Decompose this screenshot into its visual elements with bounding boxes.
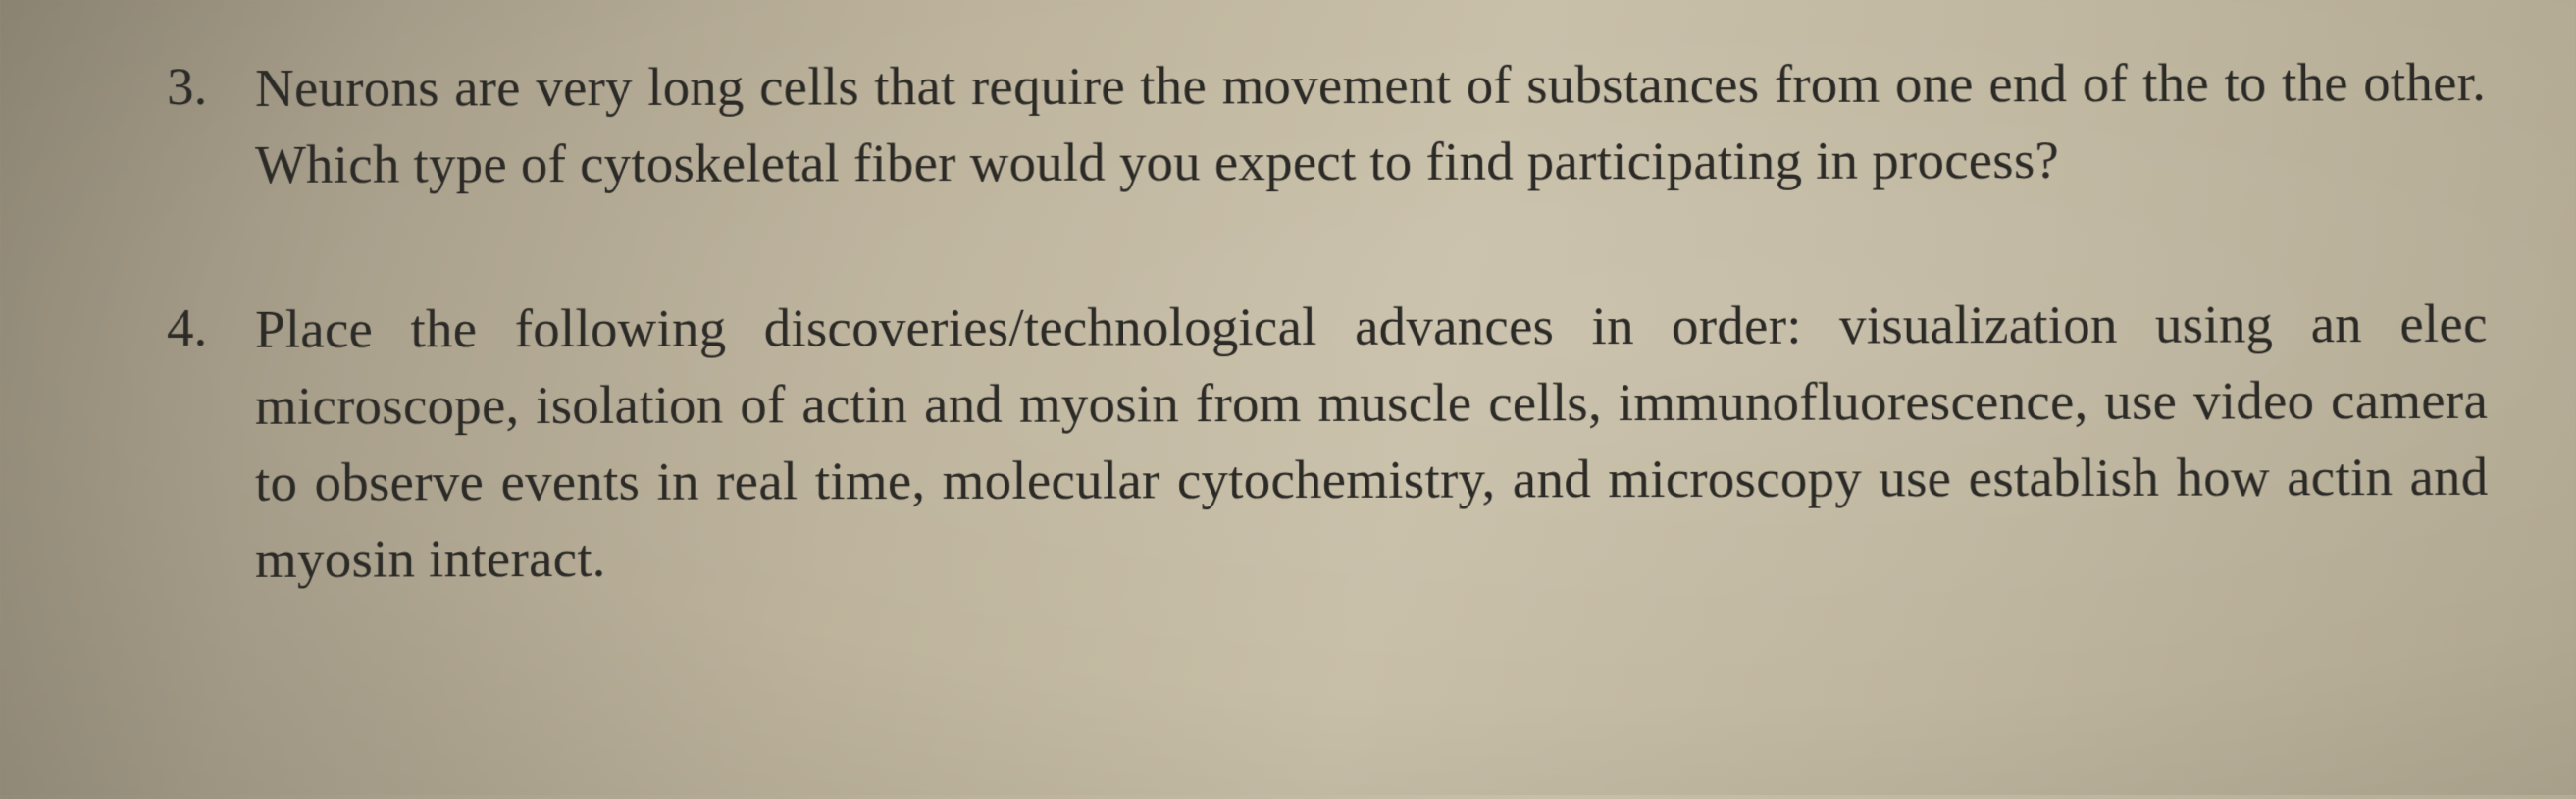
question-number: 3. [167, 50, 255, 123]
question-text: Place the following discoveries/technolo… [255, 286, 2489, 598]
question-number: 4. [167, 292, 255, 364]
question-3: 3. Neurons are very long cells that requ… [167, 44, 2487, 203]
question-text: Neurons are very long cells that require… [255, 44, 2487, 203]
question-4: 4. Place the following discoveries/techn… [167, 286, 2489, 599]
page: 3. Neurons are very long cells that requ… [0, 0, 2576, 799]
